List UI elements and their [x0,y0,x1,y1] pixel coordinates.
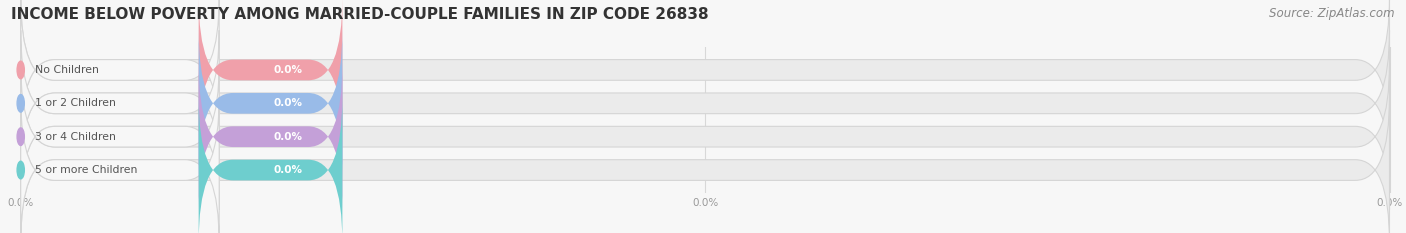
Text: 1 or 2 Children: 1 or 2 Children [35,98,117,108]
Text: Source: ZipAtlas.com: Source: ZipAtlas.com [1270,7,1395,20]
FancyBboxPatch shape [21,64,1389,210]
Text: 0.0%: 0.0% [273,65,302,75]
FancyBboxPatch shape [198,64,343,210]
Text: 0.0%: 0.0% [273,98,302,108]
FancyBboxPatch shape [21,0,219,143]
FancyBboxPatch shape [21,30,1389,176]
Text: 0.0%: 0.0% [273,132,302,142]
Text: 3 or 4 Children: 3 or 4 Children [35,132,117,142]
FancyBboxPatch shape [21,97,1389,233]
Text: 0.0%: 0.0% [273,165,302,175]
Circle shape [17,61,24,79]
Circle shape [17,161,24,179]
Circle shape [17,95,24,112]
FancyBboxPatch shape [198,30,343,176]
FancyBboxPatch shape [198,0,343,143]
Text: 5 or more Children: 5 or more Children [35,165,138,175]
Text: No Children: No Children [35,65,100,75]
FancyBboxPatch shape [21,64,219,210]
FancyBboxPatch shape [21,30,219,176]
Circle shape [17,128,24,145]
FancyBboxPatch shape [21,0,1389,143]
FancyBboxPatch shape [21,97,219,233]
FancyBboxPatch shape [198,97,343,233]
Text: INCOME BELOW POVERTY AMONG MARRIED-COUPLE FAMILIES IN ZIP CODE 26838: INCOME BELOW POVERTY AMONG MARRIED-COUPL… [11,7,709,22]
